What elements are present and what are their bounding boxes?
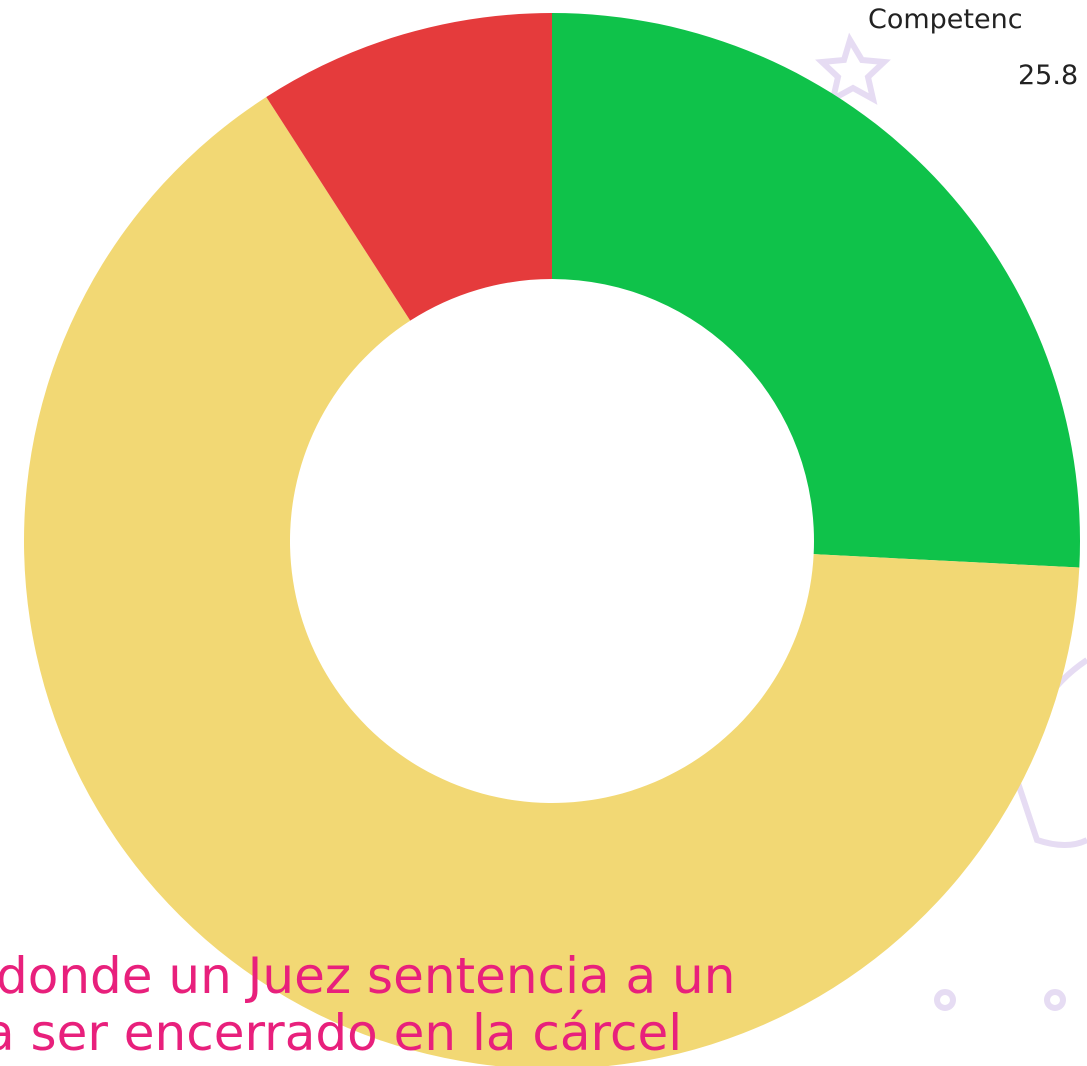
annotation: a ser encerrado en la cárcel [0,1004,682,1062]
donut [24,13,1080,1066]
slice [266,13,552,321]
star-icon [815,32,891,105]
slice-value: 25.8 [1018,60,1078,91]
slice [24,96,1080,1066]
slice-label: Competenc [868,4,1023,35]
slice [552,13,1080,568]
annotation: donde un Juez sentencia a un [0,947,735,1005]
dot [1044,989,1066,1011]
dot [934,989,956,1011]
